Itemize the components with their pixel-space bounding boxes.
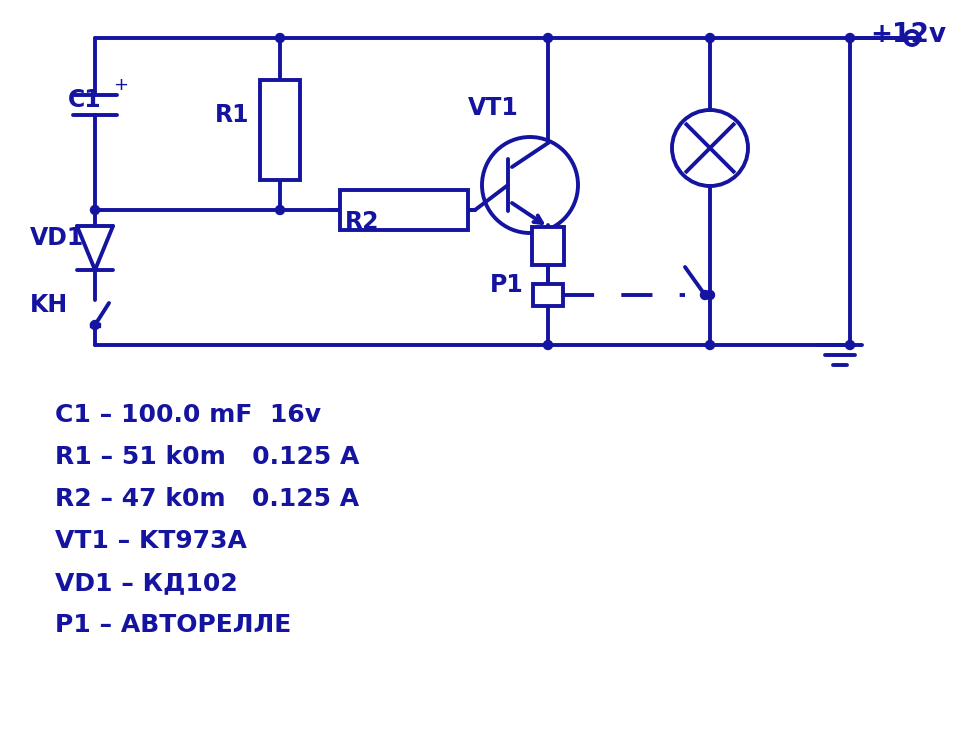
Text: R2 – 47 k0m   0.125 A: R2 – 47 k0m 0.125 A — [55, 487, 359, 511]
Text: VD1: VD1 — [30, 226, 84, 250]
Circle shape — [846, 33, 854, 42]
FancyBboxPatch shape — [533, 284, 563, 306]
Circle shape — [701, 290, 709, 299]
Text: +12v: +12v — [870, 22, 947, 48]
Text: R1: R1 — [215, 103, 250, 127]
Circle shape — [90, 205, 100, 214]
FancyBboxPatch shape — [532, 227, 564, 265]
Circle shape — [706, 33, 714, 42]
FancyBboxPatch shape — [340, 190, 468, 230]
Text: C1 – 100.0 mF  16v: C1 – 100.0 mF 16v — [55, 403, 321, 427]
Circle shape — [706, 290, 714, 299]
Circle shape — [846, 341, 854, 350]
Text: +: + — [113, 76, 128, 94]
Text: VT1 – KT973A: VT1 – KT973A — [55, 529, 247, 553]
Text: P1: P1 — [490, 273, 524, 297]
Text: R1 – 51 k0m   0.125 A: R1 – 51 k0m 0.125 A — [55, 445, 359, 469]
Text: R2: R2 — [345, 210, 379, 234]
Text: VD1 – КД102: VD1 – КД102 — [55, 571, 238, 595]
Circle shape — [706, 341, 714, 350]
FancyBboxPatch shape — [260, 80, 300, 180]
Text: KH: KH — [30, 293, 68, 317]
Circle shape — [543, 33, 553, 42]
Circle shape — [543, 341, 553, 350]
Circle shape — [276, 33, 284, 42]
Text: P1 – АВТОРЕЛЛЕ: P1 – АВТОРЕЛЛЕ — [55, 613, 291, 637]
Circle shape — [90, 321, 100, 330]
Text: VT1: VT1 — [468, 96, 518, 120]
Text: C1: C1 — [68, 88, 102, 112]
Circle shape — [276, 205, 284, 214]
